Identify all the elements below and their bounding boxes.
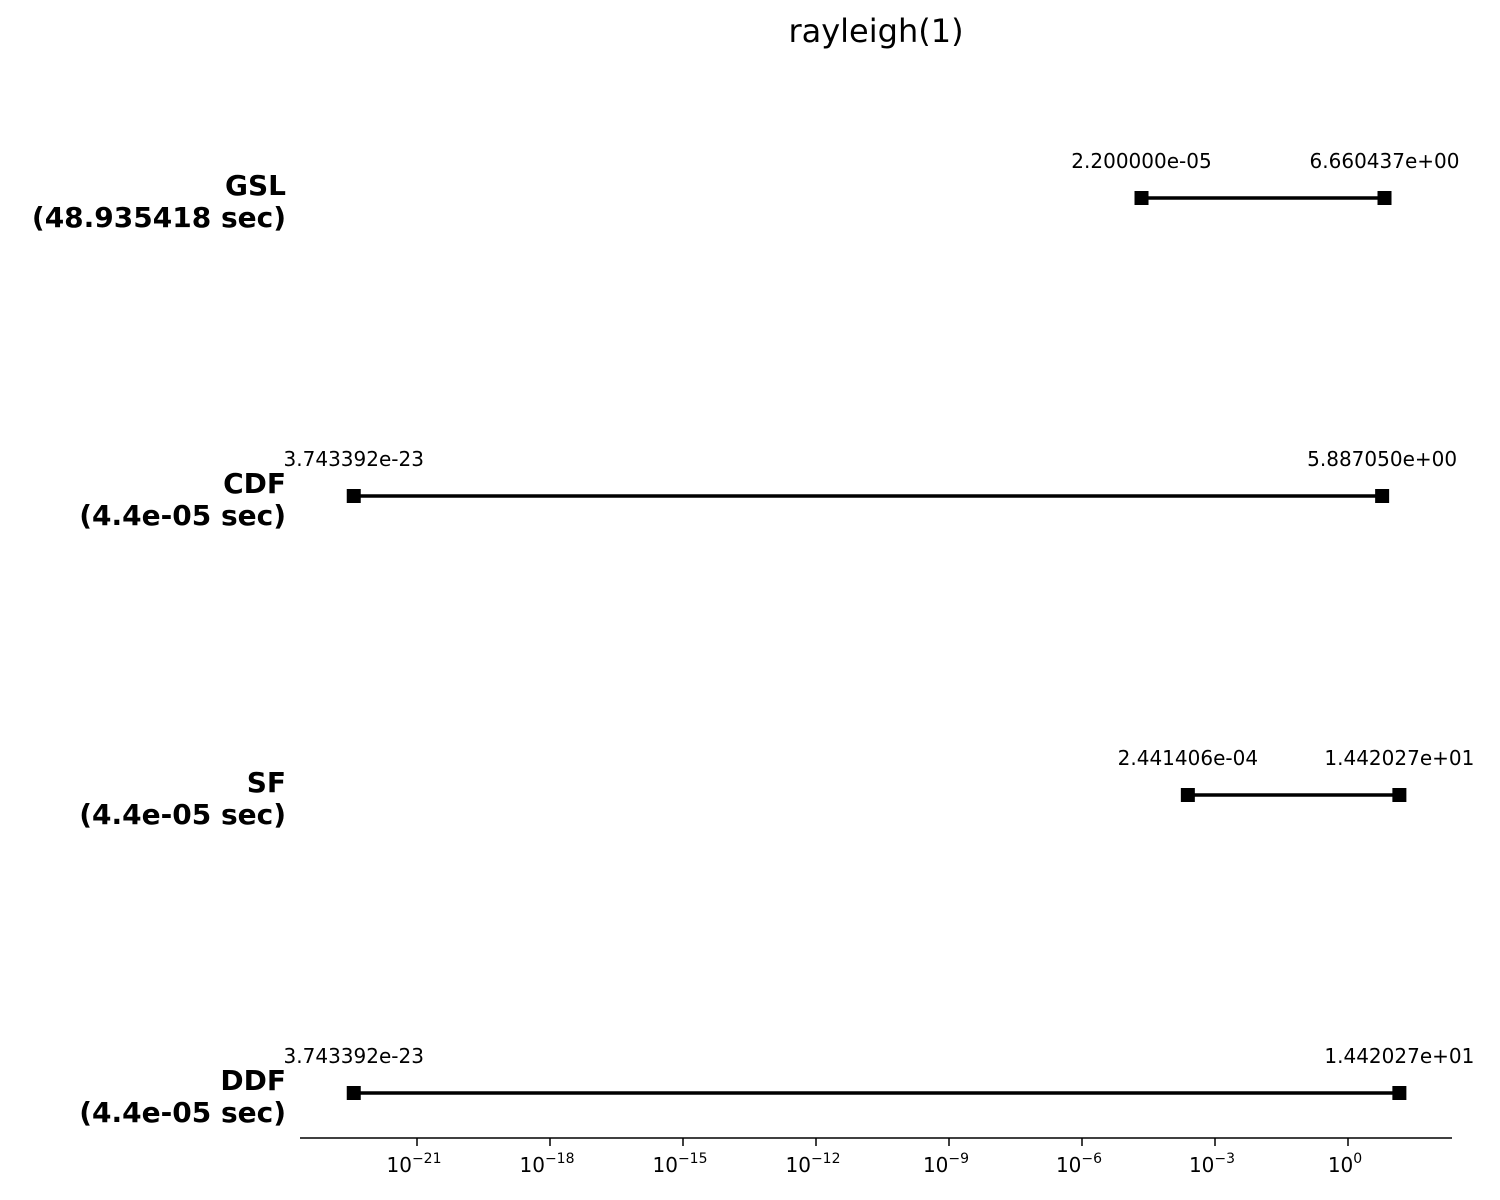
max-value-label: 6.660437e+00	[1310, 149, 1460, 173]
x-axis-ticks: 10−21 10−18 10−15 10−12 10−9 10−6 10−3 100	[387, 1138, 1362, 1177]
max-marker	[1392, 788, 1407, 802]
x-tick-exponent: −12	[811, 1151, 841, 1167]
x-tick-base: 10	[1328, 1153, 1353, 1177]
x-tick-exponent: −21	[412, 1151, 442, 1167]
row-time: (4.4e-05 sec)	[79, 499, 286, 532]
x-tick-base: 10	[923, 1153, 948, 1177]
x-tick-label: 10−3	[1189, 1151, 1235, 1177]
min-value-label: 3.743392e-23	[284, 447, 424, 471]
x-tick-label: 10−9	[923, 1151, 969, 1177]
max-value-label: 5.887050e+00	[1307, 447, 1457, 471]
x-tick-base: 10	[653, 1153, 678, 1177]
max-marker	[1375, 489, 1390, 503]
min-marker	[346, 1086, 361, 1100]
row-time: (4.4e-05 sec)	[79, 1096, 286, 1129]
range-row-cdf: CDF (4.4e-05 sec)3.743392e-23 5.887050e+00	[79, 447, 1457, 532]
range-rows: GSL (48.935418 sec) 2.200000e-05 6.660437e+…	[32, 149, 1474, 1129]
x-tick-label: 10−18	[520, 1151, 575, 1177]
x-tick-label: 10−15	[653, 1151, 708, 1177]
max-value-label: 1.442027e+01	[1324, 1044, 1474, 1068]
min-marker	[1180, 788, 1195, 802]
chart-title: rayleigh(1)	[788, 12, 963, 50]
x-tick-base: 10	[387, 1153, 412, 1177]
x-tick-label: 10−6	[1056, 1151, 1102, 1177]
x-tick-base: 10	[1056, 1153, 1081, 1177]
x-tick-label: 100	[1328, 1151, 1362, 1177]
min-value-label: 3.743392e-23	[284, 1044, 424, 1068]
x-tick-base: 10	[786, 1153, 811, 1177]
min-marker	[1134, 191, 1149, 205]
row-time: (48.935418 sec)	[32, 201, 286, 234]
row-time: (4.4e-05 sec)	[79, 798, 286, 831]
row-name: DDF	[220, 1064, 286, 1097]
max-marker	[1377, 191, 1392, 205]
min-value-label: 2.200000e-05	[1071, 149, 1211, 173]
row-name: GSL	[225, 169, 286, 202]
x-tick-base: 10	[520, 1153, 545, 1177]
x-tick-exponent: −3	[1214, 1151, 1235, 1167]
x-tick-label: 10−12	[786, 1151, 841, 1177]
x-tick-exponent: −15	[678, 1151, 708, 1167]
x-tick-label: 10−21	[387, 1151, 442, 1177]
range-row-gsl: GSL (48.935418 sec) 2.200000e-05 6.660437e+…	[32, 149, 1460, 234]
min-marker	[346, 489, 361, 503]
x-tick-base: 10	[1189, 1153, 1214, 1177]
max-value-label: 1.442027e+01	[1324, 746, 1474, 770]
row-label: SF (4.4e-05 sec)	[79, 766, 286, 831]
max-marker	[1392, 1086, 1407, 1100]
range-row-ddf: DDF (4.4e-05 sec)3.743392e-23 1.442027e+01	[79, 1044, 1474, 1129]
x-tick-exponent: −6	[1081, 1151, 1102, 1167]
min-value-label: 2.441406e-04	[1118, 746, 1258, 770]
x-tick-exponent: −18	[545, 1151, 575, 1167]
range-row-sf: SF (4.4e-05 sec) 2.441406e-04 1.442027e+01	[79, 746, 1474, 831]
x-tick-exponent: −9	[948, 1151, 969, 1167]
row-label: DDF (4.4e-05 sec)	[79, 1064, 286, 1129]
x-tick-exponent: 0	[1353, 1151, 1362, 1167]
row-name: CDF	[223, 467, 286, 500]
row-label: GSL (48.935418 sec)	[32, 169, 286, 234]
row-name: SF	[247, 766, 286, 799]
row-label: CDF (4.4e-05 sec)	[79, 467, 286, 532]
